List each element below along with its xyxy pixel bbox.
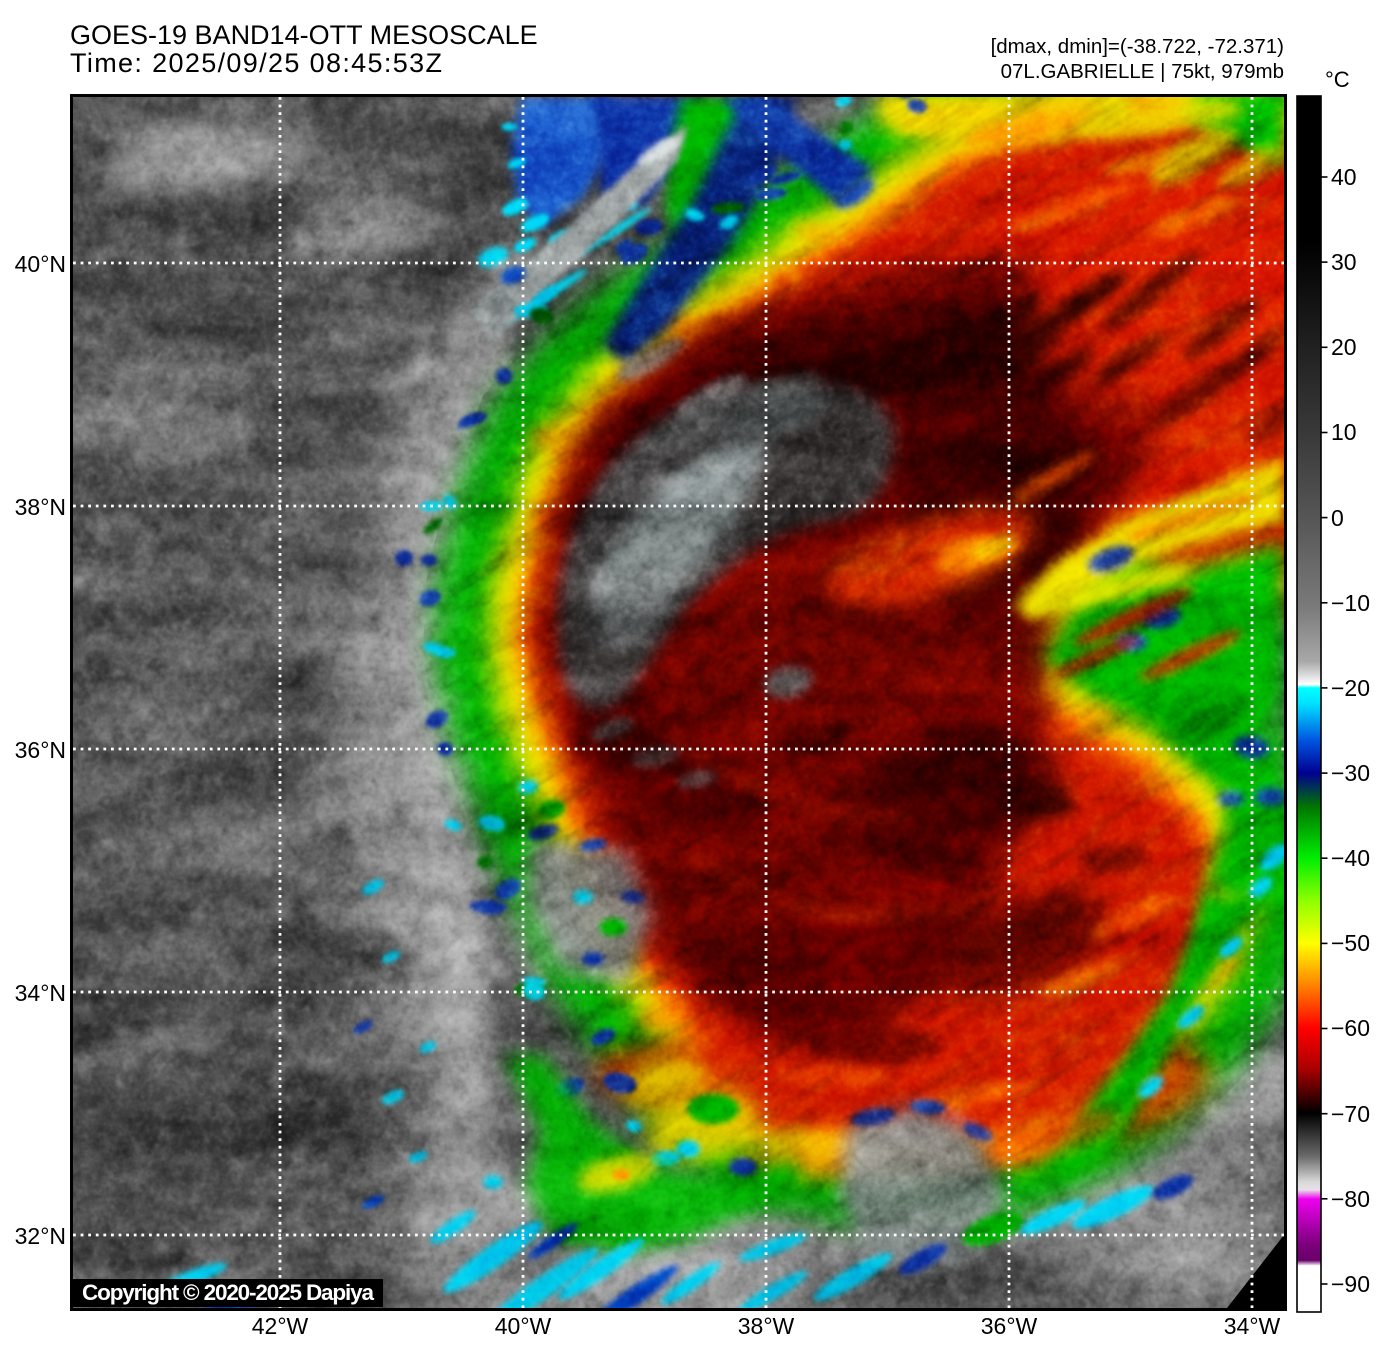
svg-text:−30: −30	[1331, 760, 1370, 786]
svg-text:−70: −70	[1331, 1101, 1370, 1127]
svg-text:30: 30	[1331, 249, 1357, 275]
svg-text:20: 20	[1331, 334, 1357, 360]
svg-text:Copyright © 2020-2025 Dapiya: Copyright © 2020-2025 Dapiya	[82, 1280, 374, 1305]
svg-text:−20: −20	[1331, 675, 1370, 701]
svg-text:°C: °C	[1325, 67, 1350, 92]
svg-text:40: 40	[1331, 164, 1357, 190]
svg-text:−60: −60	[1331, 1015, 1370, 1041]
svg-text:10: 10	[1331, 419, 1357, 445]
svg-text:−80: −80	[1331, 1186, 1370, 1212]
svg-text:−40: −40	[1331, 845, 1370, 871]
svg-text:−90: −90	[1331, 1271, 1370, 1297]
svg-text:0: 0	[1331, 505, 1344, 531]
svg-text:−50: −50	[1331, 930, 1370, 956]
svg-text:−10: −10	[1331, 590, 1370, 616]
